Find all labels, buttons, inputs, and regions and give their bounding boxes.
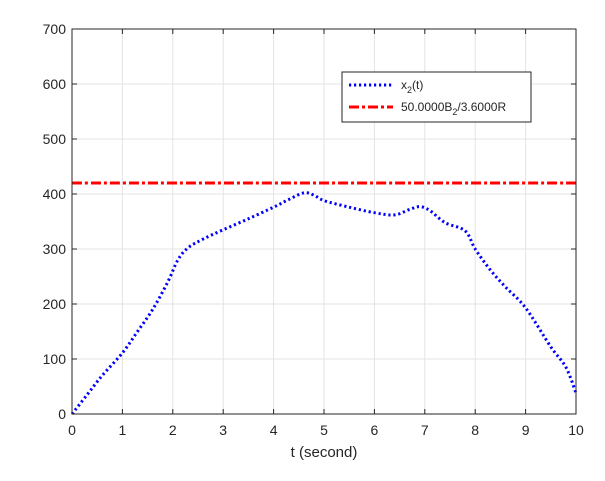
x-tick-label: 1 [119, 422, 127, 438]
x-tick-label: 2 [169, 422, 177, 438]
x-tick-label: 7 [421, 422, 429, 438]
x-tick-label: 3 [219, 422, 227, 438]
x-tick-label: 5 [320, 422, 328, 438]
x-tick-label: 8 [471, 422, 479, 438]
legend-box [341, 71, 532, 123]
series-layer [70, 181, 578, 415]
x-axis-label: t (second) [291, 444, 358, 461]
x-tick-label: 9 [522, 422, 530, 438]
legend-label-threshold: 50.0000B2/3.6000R [401, 100, 506, 117]
legend: x2(t) 50.0000B2/3.6000R [341, 71, 532, 123]
y-tick-labels: 0 100 200 300 400 500 600 700 [43, 21, 67, 422]
x-tick-label: 10 [568, 422, 584, 438]
y-tick-label: 600 [43, 76, 67, 92]
y-tick-label: 500 [43, 131, 67, 147]
axis-ticks [71, 28, 577, 415]
x-tick-label: 4 [270, 422, 278, 438]
y-tick-label: 700 [43, 21, 67, 37]
y-tick-label: 200 [43, 296, 67, 312]
y-tick-label: 0 [58, 406, 66, 422]
x-tick-label: 6 [371, 422, 379, 438]
x-tick-label: 0 [68, 422, 76, 438]
legend-label-x2: x2(t) [401, 78, 423, 95]
y-tick-label: 300 [43, 241, 67, 257]
y-tick-label: 100 [43, 351, 67, 367]
y-tick-label: 400 [43, 186, 67, 202]
x-tick-labels: 0 1 2 3 4 5 6 7 8 9 10 [68, 422, 584, 438]
